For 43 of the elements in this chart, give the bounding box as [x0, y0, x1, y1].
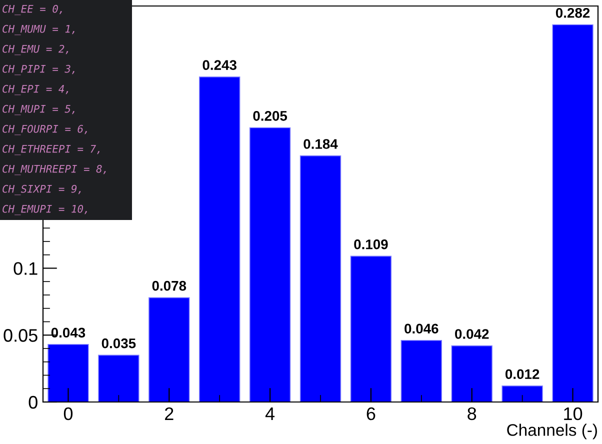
annotation: CH_PIPI = 3, [2, 64, 74, 76]
bar [502, 386, 543, 402]
bar [350, 256, 392, 402]
bar [400, 340, 442, 402]
data-label: 0.042 [455, 329, 489, 339]
annotation: CH_SIXPI = 9, [2, 184, 81, 196]
data-label: 0.243 [202, 60, 236, 70]
y-tick-label: 0.05 [4, 329, 38, 342]
annotation: CH_MUTHREEPI = 8, [2, 164, 106, 176]
annotation: CH_EMUPI = 10, [2, 204, 87, 216]
annotation: CH_ETHREEPI = 7, [2, 144, 100, 156]
x-tick-label: 4 [265, 408, 275, 420]
bar [451, 345, 492, 402]
x-tick-label: 0 [64, 407, 73, 420]
data-label: 0.205 [253, 110, 288, 121]
data-label: 0.282 [556, 8, 590, 18]
annotation: CH_FOURPI = 6, [2, 124, 87, 136]
data-label: 0.046 [404, 324, 438, 334]
annotation: CH_EE = 0, [2, 4, 62, 16]
x-tick-label: 8 [468, 407, 476, 420]
data-label: 0.109 [354, 239, 388, 250]
y-tick-label: 0 [28, 396, 38, 409]
x-tick-label: 2 [165, 407, 174, 420]
bar [48, 344, 89, 402]
bar [249, 127, 291, 402]
annotation: CH_EPI = 4, [2, 84, 68, 96]
annotation: CH_EMU = 2, [2, 44, 68, 56]
data-label: 0.184 [304, 139, 338, 149]
bar [148, 297, 190, 402]
x-axis-title: Channels (-) [507, 424, 597, 440]
bar [98, 354, 140, 402]
data-label: 0.035 [102, 338, 136, 348]
data-label: 0.043 [51, 328, 86, 338]
data-label: 0.012 [505, 369, 540, 380]
y-tick-label: 0.1 [14, 262, 38, 275]
bar [300, 155, 342, 402]
bar [552, 24, 594, 402]
bar [198, 76, 240, 402]
x-tick-label: 10 [564, 407, 582, 420]
annotation: CH_MUMU = 1, [2, 24, 74, 36]
data-label: 0.078 [152, 280, 186, 291]
x-tick-label: 6 [366, 407, 376, 420]
annotation: CH_MUPI = 5, [2, 104, 74, 116]
